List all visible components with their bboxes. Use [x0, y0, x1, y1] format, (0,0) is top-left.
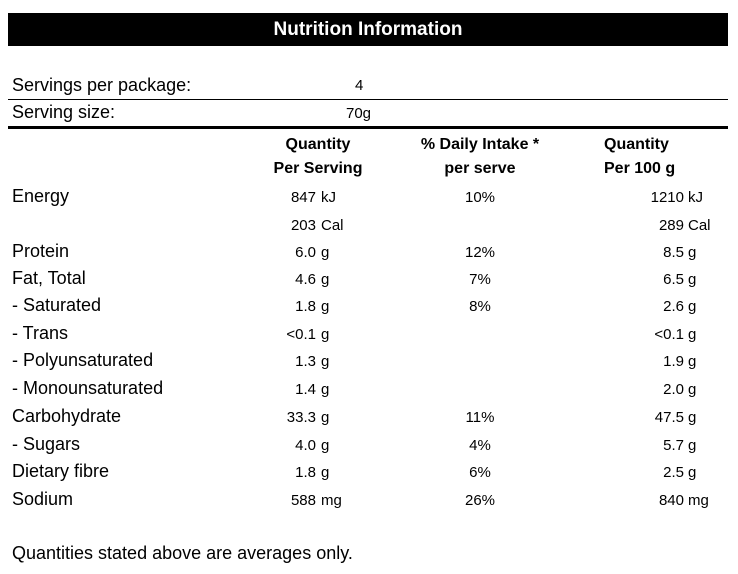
nutrient-label: Energy	[12, 186, 70, 206]
thin-divider	[8, 99, 728, 100]
per-100g-value: 47.5	[654, 409, 684, 426]
per-serving-value: 1.8	[295, 464, 316, 481]
nutrient-label: - Sugars	[12, 434, 81, 454]
daily-intake-percent: 26%	[464, 492, 496, 509]
header-daily-intake: % Daily Intake * per serve	[412, 133, 548, 181]
per-serving-unit: g	[321, 464, 330, 481]
panel-title: Nutrition Information	[8, 13, 728, 46]
per-100g-value: 8.5	[663, 244, 684, 261]
per-100g-unit: g	[688, 271, 697, 288]
nutrient-label: Sodium	[12, 489, 74, 509]
daily-intake-percent: 4%	[469, 437, 491, 454]
per-100g-unit: g	[688, 326, 697, 343]
per-100g-unit: g	[688, 464, 697, 481]
per-100g-value: 1210	[650, 189, 684, 206]
per-100g-unit: g	[688, 353, 697, 370]
serving-size-label: Serving size:	[12, 102, 116, 122]
header-per-serving: Quantity Per Serving	[268, 133, 368, 181]
daily-intake-percent: 7%	[469, 271, 491, 288]
daily-intake-percent: 10%	[464, 189, 496, 206]
per-100g-unit: g	[688, 381, 697, 398]
per-100g-unit: g	[688, 437, 697, 454]
per-100g-value: 6.5	[663, 271, 684, 288]
per-serving-unit: g	[321, 271, 330, 288]
thick-divider	[8, 126, 728, 129]
servings-per-package-value: 4	[355, 77, 364, 94]
per-serving-unit: g	[321, 353, 330, 370]
per-100g-unit: g	[688, 298, 697, 315]
nutrient-label: - Monounsaturated	[12, 378, 164, 398]
daily-intake-percent: 12%	[464, 244, 496, 261]
per-serving-value: 1.8	[295, 298, 316, 315]
per-100g-value: 5.7	[663, 437, 684, 454]
per-serving-unit: g	[321, 409, 330, 426]
per-serving-value: 203	[290, 217, 316, 234]
servings-per-package-label: Servings per package:	[12, 75, 192, 95]
per-serving-value: 1.4	[295, 381, 316, 398]
per-serving-value: <0.1	[286, 326, 316, 343]
per-100g-unit: g	[688, 409, 697, 426]
nutrient-label: Fat, Total	[12, 268, 86, 288]
nutrient-label: Dietary fibre	[12, 461, 110, 481]
per-100g-value: 1.9	[663, 353, 684, 370]
per-serving-unit: g	[321, 381, 330, 398]
nutrient-label: - Saturated	[12, 295, 102, 315]
header-per-serving-line2: Per Serving	[273, 160, 363, 177]
per-100g-value: 2.5	[663, 464, 684, 481]
per-serving-unit: g	[321, 437, 330, 454]
per-serving-unit: Cal	[321, 217, 344, 234]
per-serving-value: 33.3	[286, 409, 316, 426]
per-100g-unit: mg	[688, 492, 709, 509]
per-100g-value: 840	[658, 492, 684, 509]
per-100g-value: 2.0	[663, 381, 684, 398]
per-serving-unit: g	[321, 298, 330, 315]
per-100g-value: 2.6	[663, 298, 684, 315]
per-serving-value: 847	[290, 189, 316, 206]
per-serving-unit: mg	[321, 492, 342, 509]
daily-intake-percent: 8%	[469, 298, 491, 315]
header-daily-intake-line1: % Daily Intake *	[420, 136, 540, 153]
per-serving-value: 4.0	[295, 437, 316, 454]
daily-intake-percent: 11%	[465, 409, 495, 426]
per-100g-unit: Cal	[688, 217, 711, 234]
per-serving-unit: kJ	[321, 189, 336, 206]
per-serving-value: 6.0	[295, 244, 316, 261]
header-per-100g: Quantity Per 100 g	[604, 133, 675, 181]
per-100g-value: 289	[658, 217, 684, 234]
per-100g-unit: g	[688, 244, 697, 261]
per-serving-value: 1.3	[295, 353, 316, 370]
serving-size-value: 70g	[346, 105, 372, 122]
header-daily-intake-line2: per serve	[444, 160, 516, 177]
header-per-100g-line1: Quantity	[604, 136, 669, 153]
nutrient-label: Protein	[12, 241, 70, 261]
per-serving-value: 4.6	[295, 271, 316, 288]
nutrient-label: - Trans	[12, 323, 69, 343]
daily-intake-percent: 6%	[469, 464, 491, 481]
per-serving-unit: g	[321, 244, 330, 261]
per-100g-value: <0.1	[654, 326, 684, 343]
per-serving-value: 588	[290, 492, 316, 509]
per-serving-unit: g	[321, 326, 330, 343]
nutrient-label: - Polyunsaturated	[12, 350, 154, 370]
nutrient-label: Carbohydrate	[12, 406, 122, 426]
per-100g-unit: kJ	[688, 189, 703, 206]
header-per-serving-line1: Quantity	[285, 136, 351, 153]
header-per-100g-line2: Per 100 g	[604, 160, 676, 177]
footnote: Quantities stated above are averages onl…	[12, 543, 353, 563]
